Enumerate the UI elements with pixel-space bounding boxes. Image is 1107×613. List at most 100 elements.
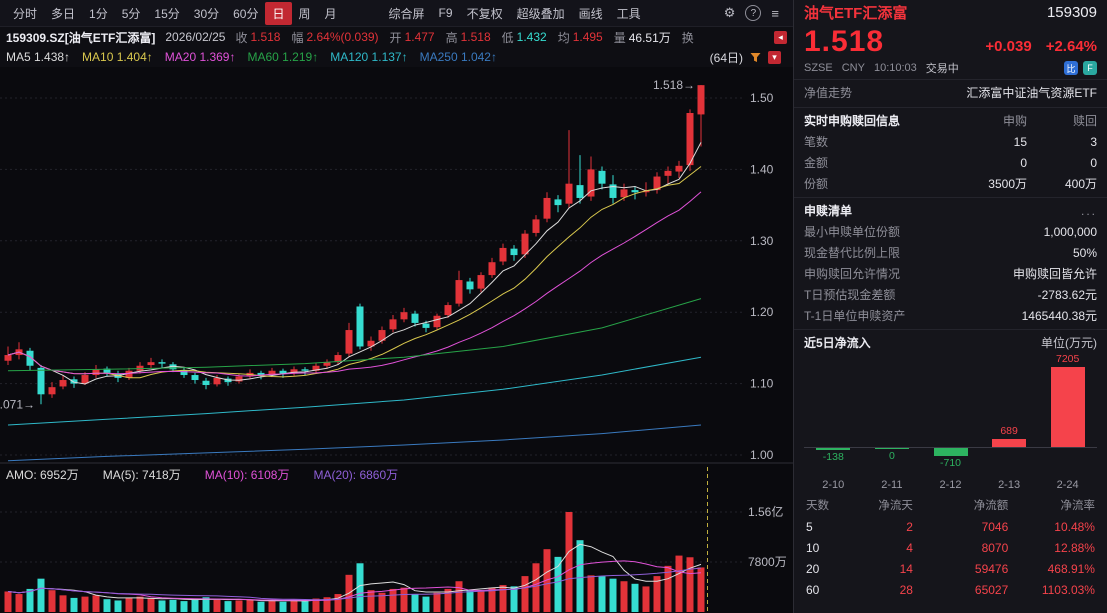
ma-label-MA60: MA60 1.219↑ bbox=[247, 50, 319, 64]
realtime-row-金额: 金额 0 0 bbox=[794, 152, 1107, 173]
svg-text:1.00: 1.00 bbox=[750, 448, 774, 462]
svg-text:1.30: 1.30 bbox=[750, 234, 774, 248]
row-label: 金额 bbox=[804, 156, 829, 170]
ma-values: MA5 1.438↑ MA10 1.404↑ MA20 1.369↑ MA60 1.2… bbox=[6, 50, 710, 64]
compare-icon[interactable]: 比 bbox=[1064, 61, 1078, 75]
ma-indicator-row: MA5 1.438↑ MA10 1.404↑ MA20 1.369↑ MA60 1.2… bbox=[0, 47, 793, 67]
field-幅: 幅 2.64%(0.039) bbox=[291, 29, 378, 46]
tool-画线[interactable]: 画线 bbox=[578, 6, 603, 21]
table-cell: 60 bbox=[806, 583, 820, 597]
period-tab-多日[interactable]: 多日 bbox=[51, 6, 76, 21]
period-tab-月[interactable]: 月 bbox=[324, 6, 337, 21]
subscribe-value: 15 bbox=[1013, 134, 1027, 149]
visible-range-label: (64日) bbox=[709, 50, 743, 65]
collapse-icon[interactable]: ◂ bbox=[774, 30, 787, 44]
period-tab-周[interactable]: 周 bbox=[298, 6, 311, 21]
table-header-净流天: 净流天 bbox=[878, 500, 913, 512]
price-MA10-line bbox=[7, 166, 702, 379]
flow-bar-value: -138 bbox=[822, 451, 844, 463]
field-label: 量 bbox=[613, 30, 626, 45]
svg-text:1.50: 1.50 bbox=[750, 91, 774, 105]
redeem-col-header: 赎回 bbox=[1072, 114, 1097, 128]
field-label: 收 bbox=[235, 30, 248, 45]
flow-bar-2-24 bbox=[1050, 367, 1085, 447]
field-label: 高 bbox=[445, 30, 458, 45]
table-cell: 5 bbox=[806, 520, 813, 534]
quote-time: 10:10:03 bbox=[873, 62, 917, 74]
flow-date: 2-10 bbox=[822, 479, 845, 491]
flow-bar-value: -710 bbox=[939, 457, 962, 469]
nav-row[interactable]: 净值走势 汇添富中证油气资源ETF bbox=[794, 79, 1107, 104]
subscribe-col-header: 申购 bbox=[1002, 114, 1027, 128]
svg-text:7800万: 7800万 bbox=[748, 555, 787, 569]
table-cell: 468.91% bbox=[1047, 562, 1095, 576]
table-header-净流率: 净流率 bbox=[1060, 500, 1095, 512]
price-MA5-line bbox=[7, 142, 702, 385]
indicator-toggle-icon[interactable]: ▾ bbox=[768, 50, 781, 64]
period-tabs: 分时 多日 1分 5分 15分 30分 60分日周月 bbox=[6, 1, 344, 25]
net-inflow-bar-chart: -138 0 -710 689 7205 bbox=[804, 353, 1097, 479]
chart-canvas[interactable]: 1.00 1.10 1.20 1.30 1.40 1.50 1.56亿 7800万 1.518→… bbox=[0, 67, 793, 613]
period-tab-5分[interactable]: 5分 bbox=[121, 6, 141, 21]
flow-stats-table: 天数 净流天 净流额 净流率 5 2 7046 10.48% 10 4 8070 12.88% 20 14… bbox=[794, 496, 1107, 601]
toolbar-icons: ⚙ ? ≡ bbox=[724, 5, 787, 21]
flow-section: 近5日净流入 单位(万元) -138 0 -710 689 7205 2-10 2-11 2… bbox=[794, 329, 1107, 601]
volume-MA(5)-line bbox=[7, 543, 702, 602]
fund-name[interactable]: 油气ETF汇添富 bbox=[804, 5, 908, 22]
help-icon[interactable]: ? bbox=[745, 5, 762, 21]
realtime-title: 实时申购赎回信息 bbox=[804, 114, 901, 128]
price-annotation: 1.518→ bbox=[653, 78, 695, 92]
period-tab-分时[interactable]: 分时 bbox=[13, 6, 38, 21]
quote-fields: 收 1.518 幅 2.64%(0.039) 开 1.477 高 1.518 低 1.432 均 1.… bbox=[235, 29, 774, 46]
field-value: 46.51万 bbox=[628, 30, 671, 45]
field-value: 1.518 bbox=[250, 30, 281, 44]
menu-icon[interactable]: ≡ bbox=[771, 5, 779, 21]
realtime-row-份额: 份额 3500万 400万 bbox=[794, 173, 1107, 194]
field-label: 换 bbox=[681, 30, 694, 45]
svg-text:1.40: 1.40 bbox=[750, 162, 774, 176]
table-cell: 28 bbox=[899, 583, 913, 597]
kv-row: 最小申赎单位份额 1,000,000 bbox=[794, 221, 1107, 242]
list-section: 申赎清单 ... 最小申赎单位份额 1,000,000 现金替代比例上限 50% 申购赎… bbox=[794, 197, 1107, 326]
period-tab-15分[interactable]: 15分 bbox=[154, 6, 180, 21]
flow-date: 2-13 bbox=[998, 479, 1021, 491]
svg-text:1.20: 1.20 bbox=[750, 305, 774, 319]
flow-date: 2-12 bbox=[939, 479, 962, 491]
period-tab-1分[interactable]: 1分 bbox=[89, 6, 108, 21]
candlestick-volume-chart[interactable]: 1.00 1.10 1.20 1.30 1.40 1.50 1.56亿 7800万 1.518→… bbox=[0, 67, 793, 613]
table-header-天数: 天数 bbox=[806, 500, 829, 512]
filter-funnel-icon[interactable] bbox=[750, 52, 761, 63]
table-cell: 12.88% bbox=[1054, 541, 1095, 555]
trading-status: 交易中 bbox=[925, 63, 959, 75]
tool-F9[interactable]: F9 bbox=[438, 6, 453, 20]
exchange-label: SZSE bbox=[804, 62, 833, 74]
flow-bar-value: 689 bbox=[1000, 425, 1018, 437]
more-icon[interactable]: ... bbox=[1080, 203, 1097, 218]
tool-不复权[interactable]: 不复权 bbox=[466, 6, 503, 21]
date-label: 2026/02/25 bbox=[165, 30, 226, 44]
price-MA60-line bbox=[7, 298, 702, 372]
field-收: 收 1.518 bbox=[235, 29, 280, 46]
period-tab-30分[interactable]: 30分 bbox=[193, 6, 220, 21]
tool-综合屏[interactable]: 综合屏 bbox=[388, 6, 425, 21]
volume-MA(20)-line bbox=[7, 567, 702, 601]
svg-text:1.10: 1.10 bbox=[750, 377, 774, 391]
settings-gear-icon[interactable]: ⚙ bbox=[723, 5, 736, 20]
realtime-row-笔数: 笔数 15 3 bbox=[794, 131, 1107, 152]
flow-bar-2-12 bbox=[933, 448, 968, 456]
period-tab-60分[interactable]: 60分 bbox=[233, 6, 259, 21]
flow-bar-2-10 bbox=[816, 448, 851, 450]
tool-超级叠加[interactable]: 超级叠加 bbox=[516, 6, 565, 21]
period-tab-日[interactable]: 日 bbox=[265, 1, 292, 25]
market-meta-row: SZSE CNY 10:10:03 交易中 比 F bbox=[794, 59, 1107, 77]
flow-bar-value: 7205 bbox=[1056, 353, 1080, 365]
flow-title: 近5日净流入 bbox=[804, 336, 871, 350]
price-MA120-line bbox=[7, 356, 702, 426]
kv-value: 50% bbox=[1072, 245, 1097, 260]
kv-row: T-1日单位申赎资产 1465440.38元 bbox=[794, 305, 1107, 326]
f10-icon[interactable]: F bbox=[1083, 61, 1097, 75]
svg-text:1.56亿: 1.56亿 bbox=[748, 504, 783, 519]
kv-value: 1,000,000 bbox=[1043, 224, 1097, 239]
tool-工具[interactable]: 工具 bbox=[616, 6, 641, 21]
